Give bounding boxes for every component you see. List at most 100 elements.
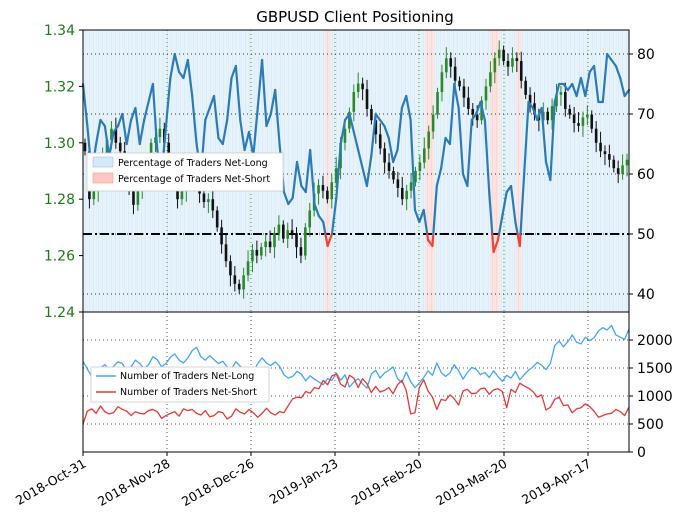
candle-body [387,162,391,171]
net-long-segment [234,64,242,122]
candle-body [484,86,488,101]
net-long-segment [260,58,268,128]
candle-body [440,72,444,93]
candle-body [114,128,118,143]
positioning-band [364,30,370,312]
net-long-segment [562,82,569,92]
net-short-segment [492,238,500,254]
candle-body [356,83,360,93]
positioning-band [447,30,452,312]
candle-body [427,131,431,149]
date-tick-label: 2018-Dec-26 [179,456,257,509]
legend-box [86,152,284,192]
positioning-band [373,30,379,312]
count-tick-label: 1000 [637,389,673,405]
candle-body [343,128,347,143]
net-short-segment [326,232,334,248]
candle-body [378,134,382,149]
net-long-segment [514,220,519,236]
positioning-band [434,30,439,312]
net-long-segment [448,82,456,146]
candle-body [577,123,580,126]
net-long-segment [191,94,198,146]
net-long-segment [99,118,106,128]
candle-body [515,58,519,62]
candle-body [370,108,373,121]
net-long-segment [523,100,530,176]
candle-body [445,58,448,73]
candle-body [286,230,289,239]
net-long-segment [483,118,491,194]
net-long-segment [475,100,482,116]
date-tick-label: 2018-Nov-28 [95,456,173,509]
net-long-segment [387,136,395,164]
positioning-band [607,30,613,312]
net-long-segment [553,82,561,104]
candle-body [506,61,510,67]
candle-body [308,210,312,228]
net-long-segment [370,112,377,158]
net-long-segment [592,64,600,104]
candle-body [92,190,96,200]
net-long-segment [457,106,465,176]
price-panel: 1.24 1.26 1.28 1.30 1.32 1.34 40 50 60 70 80 Perc… [44,23,655,321]
price-tick-label: 1.26 [44,249,75,265]
positioning-band [533,30,539,312]
net-long-segment [540,106,548,164]
positioning-band [503,30,509,312]
positioning-band [572,30,578,312]
net-long-segment [501,190,508,218]
positioning-band [499,30,504,312]
net-short-segment [518,232,522,248]
candle-body [524,80,527,95]
candle-body [273,233,276,248]
percent-tick-label: 40 [637,287,655,303]
candle-body [568,108,572,115]
candle-body [83,142,87,152]
net-long-segment [282,190,290,206]
candle-body [453,66,457,81]
positioning-band [551,30,556,312]
net-long-segment [226,76,233,122]
candle-body [497,49,501,59]
candle-body [550,106,554,121]
candle-body [374,120,378,135]
date-tick-label: 2018-Oct-31 [13,456,89,508]
candle-body [299,247,303,256]
net-long-segment [143,100,150,122]
positioning-band [395,30,400,312]
candle-body [176,185,179,200]
positioning-band [291,30,296,312]
net-long-segment [291,160,299,200]
positioning-band [525,30,530,312]
candle-body [290,230,294,234]
candle-body [211,199,215,211]
candle-body [467,97,470,109]
positioning-band [343,30,348,312]
net-long-segment [405,94,412,122]
net-long-segment [396,106,403,152]
candle-body [215,210,219,228]
candle-body [436,92,439,115]
legend-swatch-long [92,156,114,168]
candle-body [246,261,250,276]
percent-tick-label: 80 [637,47,655,63]
positioning-band [312,30,318,312]
positioning-band [351,30,357,312]
net-long-segment [497,214,504,236]
candle-body [590,114,594,129]
net-long-segment [125,118,133,146]
positioning-band [473,30,478,312]
candle-body [603,151,607,155]
positioning-band [529,30,535,312]
positioning-band [559,30,565,312]
legend-label-short: Percentage of Traders Net-Short [118,174,270,185]
candle-body [352,92,356,112]
date-tick-label: 2019-Apr-17 [519,456,593,508]
candle-body [533,103,536,115]
positioning-band [542,30,548,312]
net-long-count-line [82,324,630,389]
net-long-segment [108,130,115,158]
net-long-segment [295,160,303,188]
